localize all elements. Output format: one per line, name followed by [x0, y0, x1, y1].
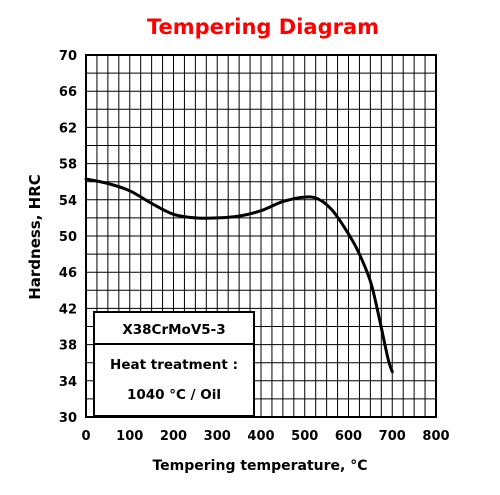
- y-axis-label: Hardness, HRC: [26, 174, 44, 300]
- y-tick-label: 54: [59, 194, 77, 209]
- x-tick-label: 0: [81, 429, 90, 444]
- plot-frame: [85, 54, 437, 418]
- series-layer: [84, 177, 394, 374]
- x-tick-label: 100: [116, 429, 143, 444]
- y-tick-label: 46: [59, 266, 77, 281]
- x-tick-label: 400: [247, 429, 274, 444]
- x-tick-label: 200: [160, 429, 187, 444]
- y-tick-label: 62: [59, 121, 77, 136]
- y-tick-label: 70: [59, 49, 77, 64]
- y-tick-label: 50: [59, 230, 77, 245]
- annotation-line: Heat treatment :: [110, 357, 238, 373]
- x-tick-label: 700: [379, 429, 406, 444]
- hardness-curve: [84, 177, 394, 374]
- annotation-box: X38CrMoV5-3 Heat treatment : 1040 °C / Oil: [93, 311, 255, 417]
- y-tick-label: 66: [59, 85, 77, 100]
- chart-title: Tempering Diagram: [147, 15, 379, 39]
- y-tick-label: 58: [59, 158, 77, 173]
- x-tick-label: 300: [204, 429, 231, 444]
- y-tick-label: 38: [59, 339, 77, 354]
- x-tick-label: 600: [335, 429, 362, 444]
- x-axis-label: Tempering temperature, °C: [152, 458, 367, 474]
- annotation-line: 1040 °C / Oil: [127, 387, 221, 403]
- x-tick-label: 800: [422, 429, 449, 444]
- y-tick-label: 34: [59, 375, 77, 390]
- annotation-line: X38CrMoV5-3: [122, 322, 225, 338]
- y-tick-label: 42: [59, 302, 77, 317]
- tick-labels: 0 100 200 300 400 500 600 700 800 30 34 38 42 46 50 54 5…: [59, 49, 450, 444]
- y-tick-label: 30: [59, 411, 77, 426]
- annotation-box-frame: [93, 311, 255, 417]
- x-tick-label: 500: [291, 429, 318, 444]
